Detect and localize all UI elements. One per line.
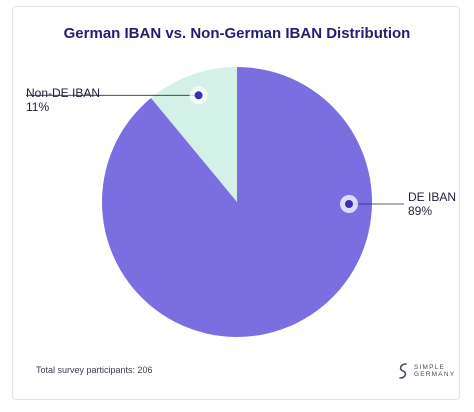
pie-slice-non-de-iban — [150, 67, 237, 202]
slice-label-percent: 11% — [26, 100, 50, 114]
pie-slice-de-iban — [102, 67, 372, 337]
slice-label-name: Non-DE IBAN — [26, 86, 101, 100]
slice-label-de: DE IBAN 89% — [408, 190, 456, 218]
brand-line-1: SIMPLE — [414, 364, 446, 371]
participants-note: Total survey participants: 206 — [36, 365, 153, 375]
de-marker-dot — [345, 200, 353, 208]
simple-germany-logo-icon — [399, 363, 407, 379]
brand-line-2: GERMANY — [414, 371, 456, 378]
slice-label-non-de: Non-DE IBAN 11% — [26, 86, 100, 114]
non-de-marker-dot — [194, 91, 203, 100]
slice-label-percent: 89% — [408, 204, 433, 218]
chart-title: German IBAN vs. Non-German IBAN Distribu… — [63, 25, 411, 42]
slice-label-name: DE IBAN — [408, 190, 457, 204]
brand-logo: SIMPLE GERMANY — [396, 362, 455, 380]
